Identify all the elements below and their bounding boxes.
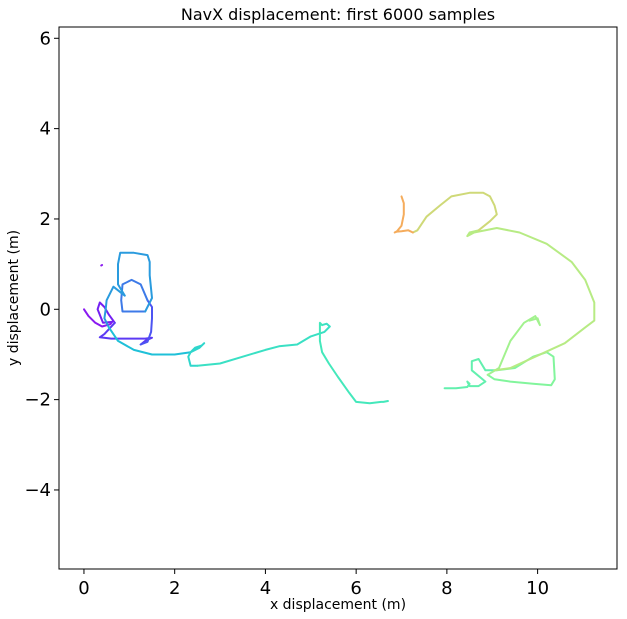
y-tick-label: 2: [40, 209, 51, 230]
trajectory-segment-6: [103, 251, 153, 329]
trajectory-segment-16: [393, 195, 414, 234]
trajectory-segment-9: [196, 322, 331, 367]
trajectory-segment-10: [318, 321, 389, 405]
chart-title: NavX displacement: first 6000 samples: [181, 5, 495, 24]
trajectory-segment-1: [83, 308, 114, 328]
trajectory-segment-14: [466, 227, 596, 372]
trajectory-segment-7: [107, 326, 192, 356]
plot-frame: [58, 26, 618, 570]
trajectory-segment-13: [486, 315, 541, 376]
x-tick-label: 10: [526, 578, 549, 599]
x-axis-label: x displacement (m): [270, 597, 406, 613]
y-tick-label: 4: [40, 119, 51, 140]
x-tick-label: 6: [350, 578, 361, 599]
trajectory-segment-0: [100, 264, 104, 267]
x-tick-label: 4: [260, 578, 271, 599]
y-tick-label: −2: [24, 390, 51, 411]
x-tick-label: 2: [169, 578, 180, 599]
trajectory-segment-2: [96, 301, 116, 324]
y-tick-label: 0: [40, 299, 51, 320]
trajectory-segment-11: [443, 358, 498, 390]
trajectory-segment-8: [187, 342, 206, 367]
x-axis: 0 2 4 6 8 10: [78, 569, 549, 599]
y-axis-label: y displacement (m): [6, 230, 22, 366]
y-axis: −4 −2 0 2 4 6: [24, 28, 59, 501]
trajectory-segment-15: [411, 191, 498, 234]
trajectory-segment-4: [139, 299, 153, 346]
series-layer: [83, 191, 596, 405]
x-tick-label: 8: [441, 578, 452, 599]
y-tick-label: 6: [40, 28, 51, 49]
x-tick-label: 0: [78, 578, 89, 599]
y-tick-label: −4: [24, 480, 51, 501]
